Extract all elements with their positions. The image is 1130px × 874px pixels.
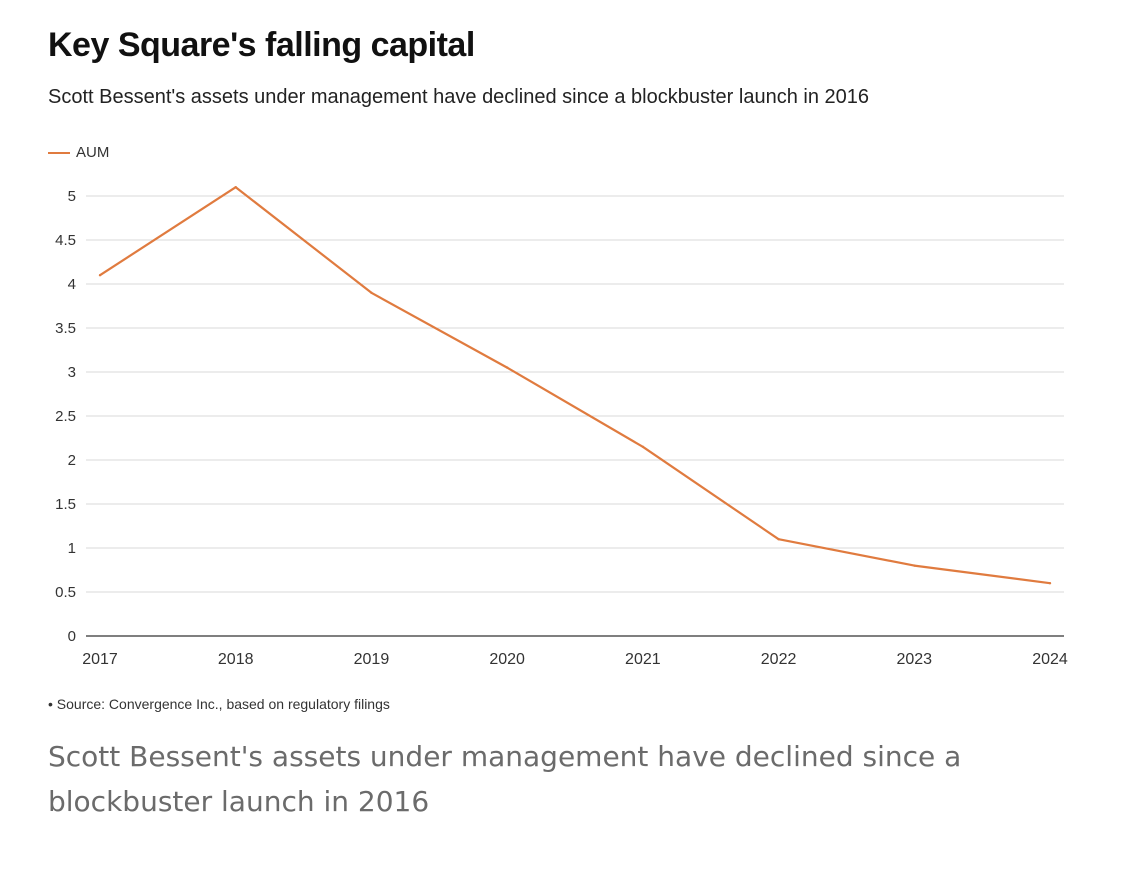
x-tick-label: 2018 xyxy=(218,651,254,668)
data-point-2017 xyxy=(99,274,101,276)
data-point-2021 xyxy=(642,446,644,448)
chart-subtitle: Scott Bessent's assets under management … xyxy=(48,86,869,109)
data-point-2023 xyxy=(913,564,915,566)
series-line-aum xyxy=(100,187,1050,583)
x-tick-label: 2024 xyxy=(1032,651,1068,668)
legend-label-aum: AUM xyxy=(76,144,109,161)
data-point-2022 xyxy=(777,538,779,540)
y-tick-label: 4.5 xyxy=(55,232,76,249)
source-text: Source: Convergence Inc., based on regul… xyxy=(57,696,390,712)
y-tick-label: 0.5 xyxy=(55,584,76,601)
x-tick-label: 2021 xyxy=(625,651,661,668)
y-tick-label: 1 xyxy=(68,540,76,557)
y-tick-label: 4 xyxy=(68,276,76,293)
data-point-2018 xyxy=(235,186,237,188)
source-bullet: • xyxy=(48,696,53,712)
image-caption: Scott Bessent's assets under management … xyxy=(48,734,1028,824)
chart-title: Key Square's falling capital xyxy=(48,26,475,65)
y-tick-label: 1.5 xyxy=(55,496,76,513)
x-tick-label: 2020 xyxy=(489,651,525,668)
y-tick-label: 0 xyxy=(68,628,76,645)
y-tick-label: 5 xyxy=(68,188,76,205)
x-tick-label: 2017 xyxy=(82,651,118,668)
x-tick-label: 2019 xyxy=(354,651,390,668)
y-tick-label: 3 xyxy=(68,364,76,381)
data-point-2020 xyxy=(506,366,508,368)
data-point-2024 xyxy=(1049,582,1051,584)
legend-swatch-aum xyxy=(48,152,70,154)
line-chart: 0 0.5 1 1.5 2 2.5 3 3.5 4 4.5 5 2017 2018 2019 2020 202… xyxy=(0,160,1130,680)
y-tick-label: 2 xyxy=(68,452,76,469)
x-tick-label: 2023 xyxy=(896,651,932,668)
data-point-2019 xyxy=(370,292,372,294)
y-tick-label: 2.5 xyxy=(55,408,76,425)
legend: AUM xyxy=(48,144,109,161)
y-tick-label: 3.5 xyxy=(55,320,76,337)
x-tick-label: 2022 xyxy=(761,651,797,668)
source-note: • Source: Convergence Inc., based on reg… xyxy=(48,696,390,712)
